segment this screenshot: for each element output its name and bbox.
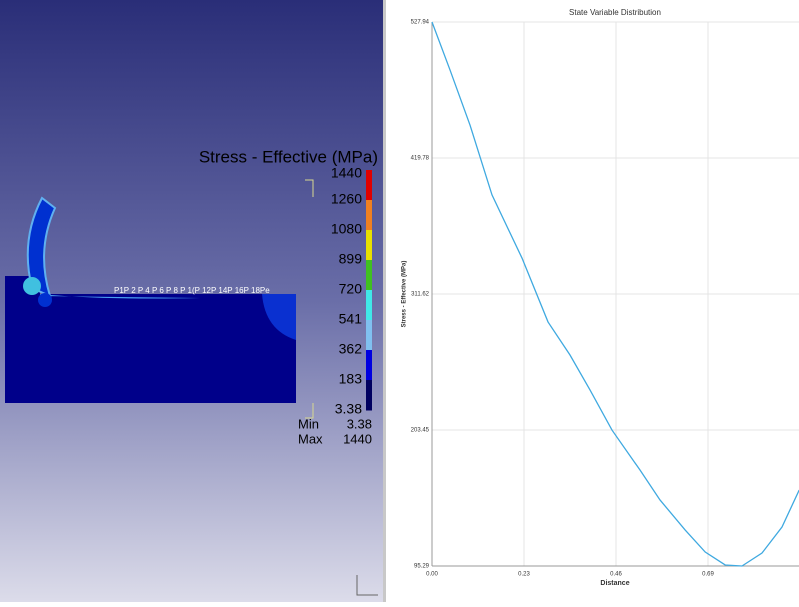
legend-label: 183	[339, 371, 363, 387]
y-tick-label: 419.78	[411, 156, 430, 162]
color-band	[366, 200, 372, 231]
chart-panel	[386, 0, 799, 602]
x-axis-label: Distance	[600, 580, 629, 587]
max-label: Max	[298, 431, 323, 446]
y-tick-label: 95.29	[414, 564, 430, 570]
tool-tip-2	[38, 293, 52, 307]
x-tick-label: 0.00	[426, 572, 438, 578]
min-value: 3.38	[347, 416, 372, 431]
x-tick-label: 0.69	[702, 572, 714, 578]
legend-label: 720	[339, 281, 363, 297]
legend-label: 362	[339, 341, 363, 357]
color-band	[366, 230, 372, 261]
legend-label: 899	[339, 251, 363, 267]
color-band	[366, 350, 372, 381]
legend-label: 3.38	[335, 401, 362, 417]
point-labels: P1P 2 P 4 P 6 P 8 P 1(P 12P 14P 16P 18Pe	[114, 286, 270, 295]
min-label: Min	[298, 416, 319, 431]
color-band	[366, 170, 372, 201]
legend-label: 1260	[331, 191, 362, 207]
y-axis-label: Stress - Effective (MPa)	[402, 261, 408, 328]
screen: P1P 2 P 4 P 6 P 8 P 1(P 12P 14P 16P 18Pe…	[0, 0, 799, 602]
color-band	[366, 260, 372, 291]
divider	[383, 0, 386, 602]
color-band	[366, 320, 372, 351]
legend-label: 541	[339, 311, 363, 327]
y-tick-label: 203.45	[411, 428, 430, 434]
y-tick-label: 527.94	[411, 20, 430, 26]
y-tick-label: 311.62	[411, 292, 430, 298]
legend-label: 1080	[331, 221, 362, 237]
legend-title: Stress - Effective (MPa)	[199, 147, 378, 166]
color-band	[366, 380, 372, 411]
chart-title: State Variable Distribution	[569, 8, 661, 17]
x-tick-label: 0.46	[610, 572, 622, 578]
legend-label: 1440	[331, 165, 362, 181]
max-value: 1440	[343, 431, 372, 446]
tool-tip	[23, 277, 41, 295]
x-tick-label: 0.23	[518, 572, 530, 578]
color-band	[366, 290, 372, 321]
viewport: P1P 2 P 4 P 6 P 8 P 1(P 12P 14P 16P 18Pe…	[0, 0, 383, 602]
